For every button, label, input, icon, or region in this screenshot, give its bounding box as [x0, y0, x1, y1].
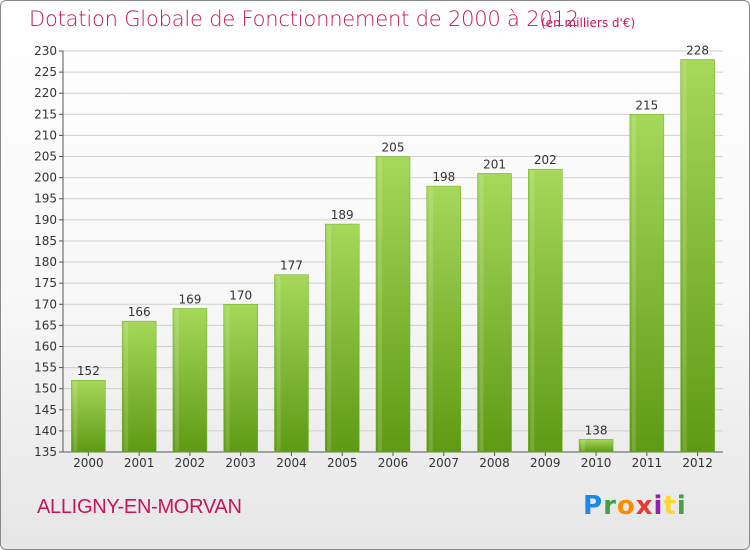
y-tick-label: 170 — [34, 297, 57, 311]
chart-unit-subtitle: (en milliers d'€) — [541, 16, 636, 30]
bar-2009 — [528, 168, 563, 453]
bar-2008 — [477, 173, 512, 453]
value-label: 201 — [483, 157, 506, 171]
bar-highlight — [631, 115, 636, 451]
bar-highlight — [124, 322, 129, 451]
y-tick-label: 165 — [34, 318, 57, 332]
x-tick-label: 2012 — [682, 456, 713, 470]
value-label: 169 — [178, 292, 201, 306]
y-tick-label: 195 — [34, 192, 57, 206]
labels: 135 140 145 150 155 160 165 170 175 180 185 190 195 2… — [34, 43, 713, 470]
x-tick-label: 2009 — [530, 456, 561, 470]
value-label: 205 — [382, 141, 405, 155]
y-tick-label: 160 — [34, 339, 57, 353]
value-label: 138 — [585, 423, 608, 437]
x-tick-label: 2006 — [378, 456, 409, 470]
x-tick-label: 2003 — [225, 456, 256, 470]
x-tick-label: 2002 — [175, 456, 206, 470]
bar-2000 — [71, 379, 106, 453]
value-label: 166 — [128, 305, 151, 319]
y-tick-label: 135 — [34, 445, 57, 459]
value-label: 152 — [77, 364, 100, 378]
bar-highlight — [327, 225, 332, 451]
bar-highlight — [73, 381, 78, 451]
bar-2001 — [121, 320, 157, 453]
y-tick-label: 145 — [34, 403, 57, 417]
value-label: 202 — [534, 153, 557, 167]
bar-highlight — [581, 440, 586, 451]
y-tick-label: 205 — [34, 150, 57, 164]
bar-highlight — [530, 170, 535, 452]
bar-highlight — [174, 309, 179, 451]
bar-highlight — [276, 275, 281, 451]
y-tick-label: 190 — [34, 213, 57, 227]
x-tick-label: 2004 — [276, 456, 307, 470]
bar-2004 — [274, 274, 309, 453]
bar-2011 — [629, 114, 665, 453]
y-tick-label: 140 — [34, 424, 57, 438]
y-tick-label: 200 — [34, 171, 57, 185]
bar-2005 — [324, 223, 360, 453]
y-tick-label: 220 — [34, 86, 57, 100]
x-tick-label: 2008 — [479, 456, 510, 470]
y-tick-label: 155 — [34, 361, 57, 375]
commune-name: ALLIGNY-EN-MORVAN — [37, 496, 242, 518]
value-label: 215 — [635, 98, 658, 112]
x-tick-label: 2005 — [327, 456, 358, 470]
y-tick-label: 175 — [34, 276, 57, 290]
bar-2010 — [578, 439, 614, 453]
bar-2012 — [680, 59, 715, 453]
value-label: 228 — [686, 43, 709, 57]
bar-highlight — [225, 305, 230, 451]
y-tick-label: 215 — [34, 107, 57, 121]
bar-highlight — [428, 187, 433, 452]
bar-highlight — [682, 60, 687, 451]
bar-2007 — [426, 185, 462, 453]
x-tick-label: 2000 — [73, 456, 104, 470]
x-tick-label: 2007 — [428, 456, 459, 470]
value-label: 198 — [432, 170, 455, 184]
bar-2006 — [375, 156, 411, 453]
y-tick-label: 180 — [34, 255, 57, 269]
bars — [71, 59, 715, 453]
value-label: 177 — [280, 259, 303, 273]
value-label: 189 — [331, 208, 354, 222]
y-tick-label: 150 — [34, 382, 57, 396]
bar-highlight — [378, 157, 382, 452]
x-tick-label: 2001 — [124, 456, 155, 470]
bar-2002 — [172, 308, 208, 453]
bar-highlight — [479, 174, 484, 451]
y-tick-label: 225 — [34, 65, 57, 79]
y-tick-label: 185 — [34, 234, 57, 248]
x-tick-label: 2011 — [632, 456, 663, 470]
proxiti-logo: Proxiti — [583, 491, 687, 521]
bar-2003 — [223, 304, 258, 453]
value-label: 170 — [229, 288, 252, 302]
y-tick-label: 230 — [34, 44, 57, 58]
chart-title: Dotation Globale de Fonctionnement de 20… — [29, 7, 579, 31]
y-tick-label: 210 — [34, 128, 57, 142]
x-tick-label: 2010 — [581, 456, 612, 470]
